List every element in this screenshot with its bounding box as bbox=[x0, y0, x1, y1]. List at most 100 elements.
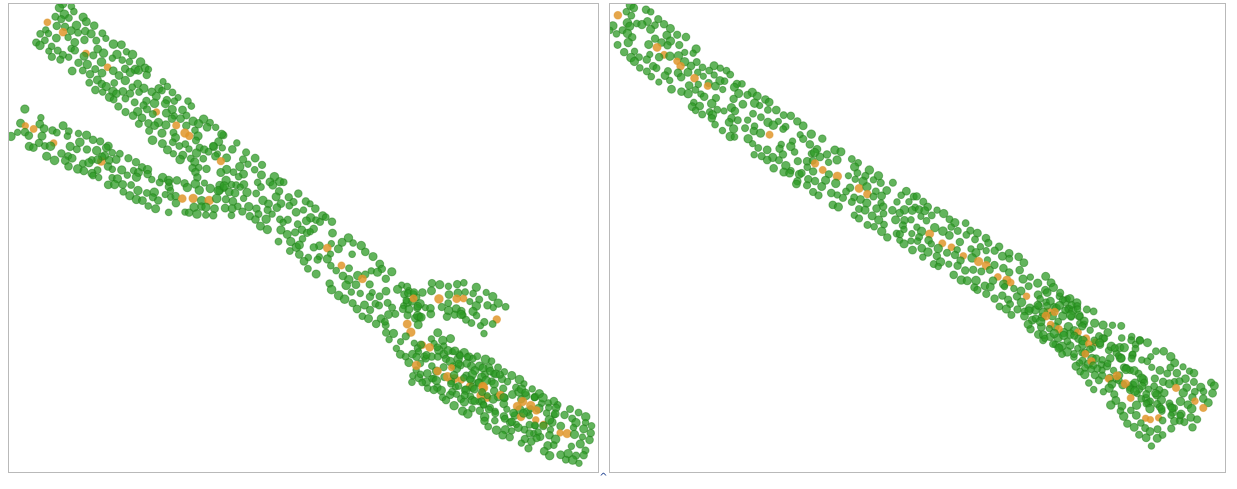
cloud-point bbox=[912, 192, 921, 201]
cloud-point bbox=[1129, 366, 1139, 376]
cloud-point bbox=[482, 288, 490, 297]
caret-up-icon[interactable]: ^ bbox=[599, 472, 608, 483]
cloud-point bbox=[339, 294, 350, 305]
cloud-point bbox=[720, 77, 729, 86]
cloud-point bbox=[306, 227, 314, 236]
cloud-point bbox=[1063, 337, 1072, 346]
cloud-point bbox=[108, 165, 117, 174]
cloud-point bbox=[459, 278, 468, 287]
cloud-point bbox=[1141, 433, 1151, 443]
cloud-point bbox=[93, 155, 103, 165]
cloud-point bbox=[927, 240, 936, 248]
center-point bbox=[43, 18, 52, 27]
cloud-point bbox=[1033, 300, 1043, 310]
cloud-point bbox=[216, 167, 226, 178]
cloud-point bbox=[211, 151, 220, 161]
cloud-point bbox=[79, 51, 89, 61]
center-point bbox=[177, 194, 187, 203]
cloud-point bbox=[890, 215, 901, 225]
center-point bbox=[1171, 383, 1181, 393]
cloud-point bbox=[728, 124, 739, 134]
cloud-point bbox=[360, 247, 370, 257]
cloud-point bbox=[629, 4, 639, 13]
cloud-point bbox=[1098, 366, 1106, 374]
cloud-point bbox=[933, 243, 944, 254]
cloud-point bbox=[480, 329, 488, 338]
cloud-point bbox=[544, 415, 555, 425]
cloud-point bbox=[315, 217, 325, 227]
cloud-point bbox=[123, 171, 132, 179]
cloud-point bbox=[63, 132, 72, 141]
cloud-point bbox=[124, 154, 133, 163]
cloud-point bbox=[507, 370, 517, 381]
cloud-point bbox=[899, 239, 909, 249]
cloud-point bbox=[142, 70, 152, 80]
cloud-point bbox=[29, 143, 38, 152]
center-point bbox=[1081, 349, 1090, 358]
cloud-point bbox=[444, 282, 453, 291]
cloud-point bbox=[433, 352, 442, 361]
cloud-point bbox=[416, 340, 426, 349]
cloud-point bbox=[478, 388, 487, 397]
cloud-point bbox=[579, 424, 589, 434]
cloud-point bbox=[381, 274, 391, 284]
cloud-point bbox=[1143, 357, 1152, 366]
cloud-point bbox=[262, 224, 273, 235]
cloud-point bbox=[619, 47, 629, 57]
cloud-point bbox=[521, 388, 530, 398]
center-point bbox=[185, 131, 194, 141]
cloud-point bbox=[135, 88, 144, 97]
cloud-point bbox=[707, 114, 717, 123]
cloud-point bbox=[748, 140, 757, 148]
cloud-point bbox=[274, 237, 283, 246]
cloud-point bbox=[798, 121, 808, 131]
cloud-point bbox=[790, 148, 799, 156]
cloud-point bbox=[114, 71, 124, 80]
cloud-point bbox=[654, 52, 664, 62]
cloud-point bbox=[672, 30, 682, 39]
cloud-point bbox=[699, 92, 709, 102]
cloud-point bbox=[348, 250, 357, 259]
cloud-point bbox=[1179, 363, 1187, 371]
cloud-point bbox=[488, 291, 498, 302]
cloud-point bbox=[1142, 338, 1153, 348]
cloud-point bbox=[108, 39, 119, 50]
cloud-point bbox=[1131, 410, 1141, 420]
cloud-point bbox=[168, 88, 177, 97]
cloud-point bbox=[907, 237, 915, 245]
cloud-point bbox=[513, 423, 523, 433]
cloud-point bbox=[642, 55, 652, 64]
cloud-point bbox=[285, 201, 294, 210]
cloud-point bbox=[356, 240, 366, 251]
cloud-point bbox=[227, 211, 236, 220]
cloud-point bbox=[646, 8, 655, 16]
cloud-point bbox=[51, 33, 61, 43]
center-point bbox=[172, 121, 181, 130]
cloud-point bbox=[1007, 310, 1016, 320]
cloud-point bbox=[160, 99, 170, 109]
cloud-point bbox=[202, 122, 212, 132]
cloud-point bbox=[814, 191, 823, 200]
cloud-point bbox=[82, 59, 93, 70]
cloud-point bbox=[150, 121, 160, 131]
cloud-point bbox=[239, 194, 248, 203]
cloud-point bbox=[404, 304, 414, 314]
cloud-point bbox=[644, 39, 654, 50]
cloud-point bbox=[913, 237, 922, 245]
cloud-point bbox=[234, 172, 243, 181]
cloud-point bbox=[109, 95, 118, 104]
cloud-point bbox=[929, 222, 940, 233]
cloud-point bbox=[629, 56, 640, 67]
cloud-point bbox=[1067, 300, 1076, 309]
cloud-point bbox=[538, 421, 548, 431]
cloud-point bbox=[261, 214, 271, 224]
cloud-point bbox=[869, 192, 878, 201]
cloud-point bbox=[208, 211, 218, 220]
cloud-point bbox=[127, 181, 136, 190]
cloud-point bbox=[1178, 388, 1189, 398]
cloud-point bbox=[454, 382, 463, 391]
cloud-point bbox=[413, 301, 423, 311]
cloud-point bbox=[35, 40, 45, 51]
cloud-point bbox=[467, 319, 476, 328]
cloud-point bbox=[1118, 411, 1129, 422]
